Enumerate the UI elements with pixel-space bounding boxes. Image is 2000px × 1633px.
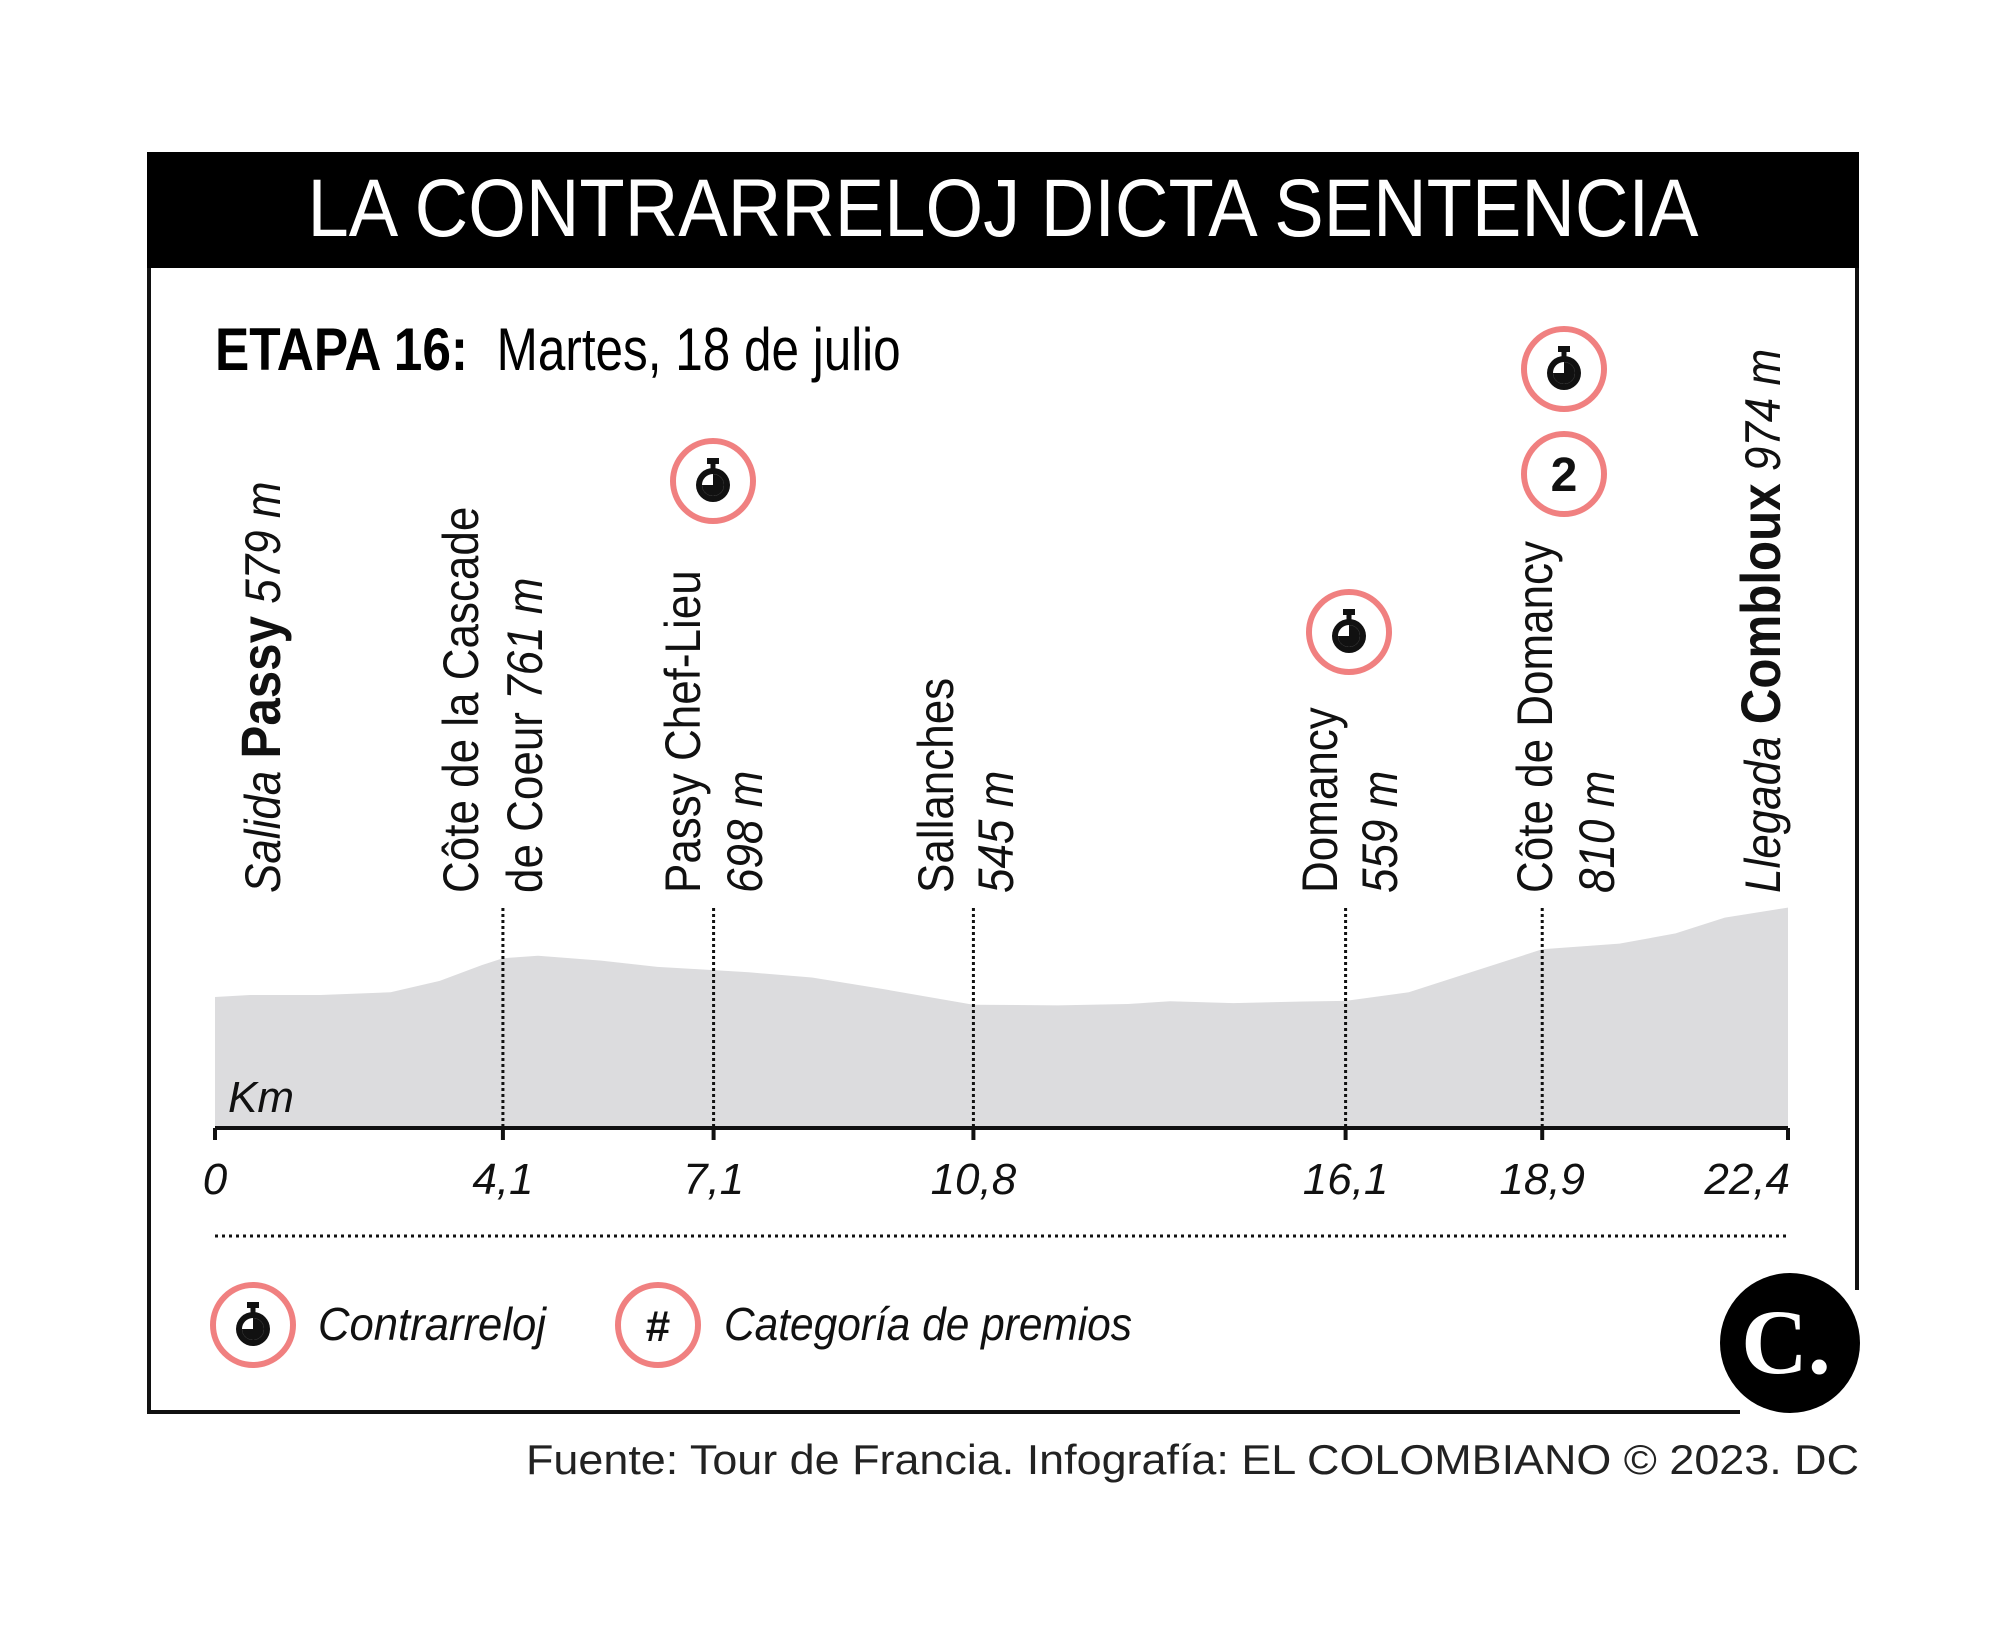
stage-heading: ETAPA 16: Martes, 18 de julio [215, 316, 901, 383]
tick-label: 0 [203, 1155, 228, 1204]
marker-lines [501, 908, 1544, 1128]
tick-label: 7,1 [683, 1155, 744, 1204]
category-badge: 2 [1521, 431, 1607, 517]
hash-icon: # [646, 1302, 670, 1351]
point-label-domancy: Domancy 559 m [1291, 707, 1407, 893]
source-footer: Fuente: Tour de Francia. Infografía: EL … [526, 1436, 1859, 1483]
svg-text:2: 2 [1551, 449, 1578, 502]
point-label-passy-chef-lieu: Passy Chef-Lieu 698 m [654, 570, 772, 893]
svg-text:C.: C. [1741, 1291, 1830, 1393]
title-bar [147, 152, 1859, 268]
x-ticks: 0 4,1 7,1 10,8 16,1 18,9 22,4 [203, 1128, 1790, 1204]
tick-label: 10,8 [931, 1155, 1017, 1204]
tick-label: 4,1 [472, 1155, 533, 1204]
svg-text:Salida Passy 579 m: Salida Passy 579 m [230, 482, 293, 893]
svg-text:698 m: 698 m [716, 771, 772, 893]
svg-text:Sallanches: Sallanches [907, 678, 963, 893]
point-label-start: Salida Passy 579 m [230, 482, 293, 893]
svg-text:545 m: 545 m [967, 771, 1023, 893]
svg-text:Passy Chef-Lieu: Passy Chef-Lieu [654, 570, 710, 893]
axis-unit-label: Km [228, 1073, 294, 1122]
legend-badge-category: # [615, 1282, 701, 1368]
point-label-cote-domancy: Côte de Domancy 810 m [1506, 541, 1624, 893]
el-colombiano-logo: C. [1720, 1273, 1860, 1413]
elevation-profile-area [215, 907, 1788, 1128]
legend-badge-stopwatch [210, 1282, 296, 1368]
stopwatch-badge [670, 438, 756, 524]
stage-date: Martes, 18 de julio [497, 316, 901, 383]
tick-label: 16,1 [1303, 1155, 1389, 1204]
stopwatch-badge [1521, 326, 1607, 412]
stage-label: ETAPA 16: [215, 316, 468, 383]
svg-text:810 m: 810 m [1568, 771, 1624, 893]
svg-text:de Coeur 761 m: de Coeur 761 m [496, 578, 552, 893]
tick-label: 22,4 [1703, 1155, 1790, 1204]
svg-text:Côte de la Cascade: Côte de la Cascade [432, 507, 488, 893]
svg-text:Domancy: Domancy [1291, 707, 1347, 893]
page-title: LA CONTRARRELOJ DICTA SENTENCIA [308, 163, 1699, 254]
stopwatch-badge [1306, 589, 1392, 675]
point-label-sallanches: Sallanches 545 m [907, 678, 1023, 893]
point-label-finish: Llegada Combloux 974 m [1730, 349, 1793, 893]
legend-label-contrarreloj: Contrarreloj [318, 1298, 548, 1350]
tick-label: 18,9 [1499, 1155, 1585, 1204]
svg-text:Côte de Domancy: Côte de Domancy [1506, 541, 1562, 893]
legend-label-categoria: Categoría de premios [724, 1298, 1132, 1350]
svg-text:559 m: 559 m [1351, 771, 1407, 893]
svg-text:Llegada Combloux 974 m: Llegada Combloux 974 m [1730, 349, 1793, 893]
point-label-cote-cascade: Côte de la Cascade de Coeur 761 m [432, 507, 552, 893]
